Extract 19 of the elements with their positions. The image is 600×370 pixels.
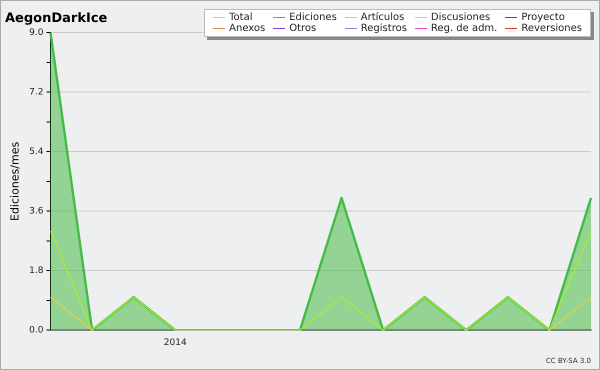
y-tick-label: 0.0 <box>29 326 44 336</box>
legend-label: Ediciones <box>288 12 337 23</box>
legend-label: Proyecto <box>520 12 565 23</box>
legend-label: Registros <box>360 23 407 34</box>
legend-label: Anexos <box>228 23 266 34</box>
legend-label: Total <box>228 12 254 23</box>
y-tick-label: 3.6 <box>29 206 44 217</box>
legend-label: Discusiones <box>430 12 492 23</box>
y-tick-label: 5.4 <box>29 146 44 157</box>
legend-label: Artículos <box>360 12 406 23</box>
legend-label: Reg. de adm. <box>430 23 498 34</box>
y-tick-label: 9.0 <box>29 28 44 38</box>
legend-label: Reversiones <box>520 23 582 34</box>
y-tick-label: 7.2 <box>29 87 44 98</box>
legend-label: Otros <box>288 23 318 34</box>
chart-title: AegonDarkIce <box>5 11 108 26</box>
y-tick-label: 1.8 <box>29 266 44 276</box>
x-tick-label: 2014 <box>164 338 187 348</box>
y-axis-title: Ediciones/mes <box>8 142 22 222</box>
